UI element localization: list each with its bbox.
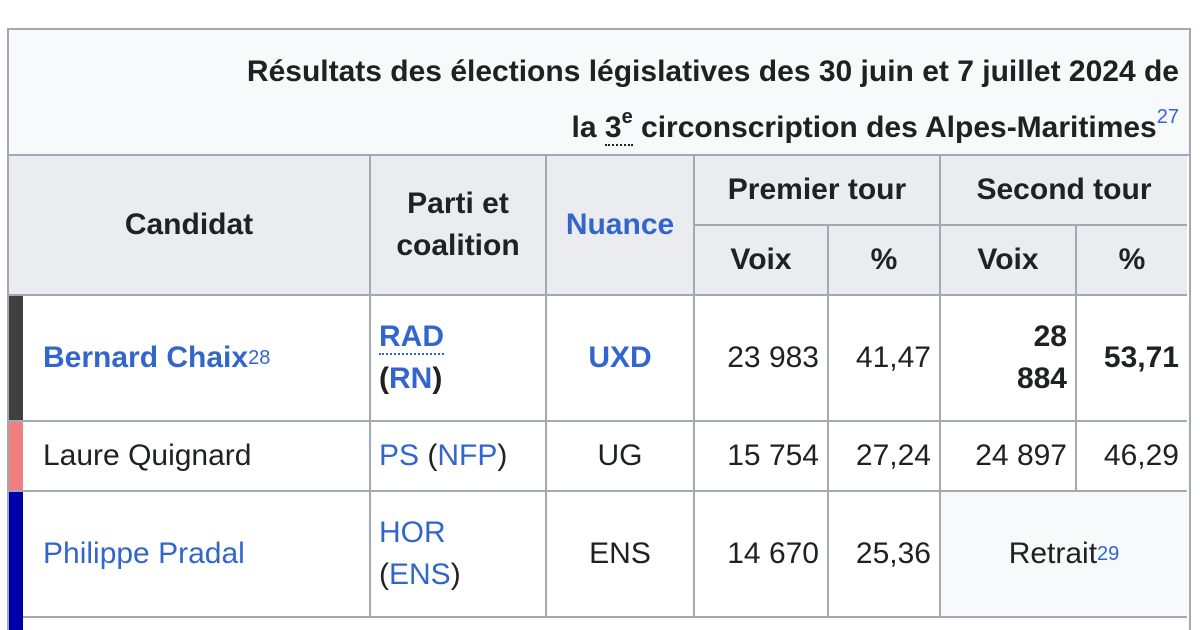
t2-voix-part2: 884 [1016, 362, 1067, 395]
candidate-link[interactable]: Philippe Pradal [43, 537, 245, 570]
candidate-link[interactable]: Bernard Chaix [43, 341, 249, 374]
header-parti-line1: Parti et [407, 187, 509, 220]
table-row: Philippe Pradal [23, 492, 371, 618]
party-color-swatch [9, 492, 23, 630]
candidate-name: Laure Quignard [43, 439, 252, 472]
election-results-table: Résultats des élections législatives des… [7, 28, 1191, 630]
header-parti-line2: coalition [396, 229, 520, 262]
header-second-tour: Second tour [941, 156, 1187, 226]
nuance-link[interactable]: UXD [547, 296, 695, 422]
party-link[interactable]: RAD [379, 320, 444, 355]
withdrawal-status: Retrait [1008, 537, 1098, 570]
caption-text: la [571, 111, 605, 144]
ordinal-number: 3 [604, 111, 622, 144]
header-premier-tour: Premier tour [695, 156, 941, 226]
coalition-link[interactable]: RN [389, 362, 433, 395]
header-t1-voix: Voix [695, 226, 829, 296]
nuance-value: ENS [547, 492, 695, 618]
ordinal-abbr[interactable]: 3e [604, 107, 633, 146]
header-nuance-link[interactable]: Nuance [547, 156, 695, 296]
header-t2-pct: % [1077, 226, 1187, 296]
coalition-link[interactable]: NFP [437, 439, 498, 472]
nuance-value: UG [547, 422, 695, 492]
t1-voix-value: 15 754 [695, 422, 829, 492]
header-candidat: Candidat [9, 156, 371, 296]
t2-pct-value: 46,29 [1077, 422, 1187, 492]
header-parti-coalition: Parti et coalition [371, 156, 547, 296]
t1-voix-value: 23 983 [695, 296, 829, 422]
header-t1-pct: % [829, 226, 941, 296]
table-caption: Résultats des élections législatives des… [9, 30, 1189, 156]
party-link[interactable]: HOR [379, 516, 446, 549]
party-cell: HOR (ENS) [371, 492, 547, 618]
t2-voix-value: 28 884 [941, 296, 1077, 422]
caption-line-1: Résultats des élections législatives des… [246, 55, 1179, 88]
caption-text-end: circonscription des Alpes-Maritimes [632, 111, 1157, 144]
party-cell: PS (NFP) [371, 422, 547, 492]
t1-pct-value: 41,47 [829, 296, 941, 422]
party-cell: RAD (RN) [371, 296, 547, 422]
coalition-link[interactable]: ENS [389, 558, 451, 591]
party-color-swatch [9, 296, 23, 422]
caption-reference-link[interactable]: 27 [1156, 106, 1179, 128]
party-color-swatch [9, 422, 23, 492]
ordinal-suffix: e [621, 106, 633, 128]
table-row: Laure Quignard [23, 422, 371, 492]
t2-voix-value: 24 897 [941, 422, 1077, 492]
t1-pct-value: 25,36 [829, 492, 941, 618]
t2-voix-part1: 28 [1033, 320, 1067, 353]
t2-withdrawal-cell: Retrait 29 [941, 492, 1187, 618]
caption-line-2: la 3e circonscription des Alpes-Maritime… [29, 100, 1179, 156]
t2-pct-value: 53,71 [1077, 296, 1187, 422]
t1-pct-value: 27,24 [829, 422, 941, 492]
header-t2-voix: Voix [941, 226, 1077, 296]
t1-voix-value: 14 670 [695, 492, 829, 618]
table-row: Bernard Chaix 28 [23, 296, 371, 422]
table-body: Candidat Parti et coalition Nuance Premi… [9, 156, 1189, 630]
party-link[interactable]: PS [379, 439, 420, 472]
